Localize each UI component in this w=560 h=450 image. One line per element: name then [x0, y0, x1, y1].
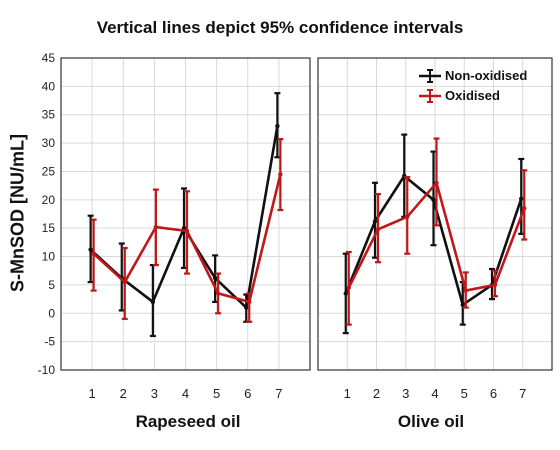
legend: Non-oxidised Oxidised	[419, 66, 527, 106]
x-tick-label: 2	[373, 386, 380, 401]
x-tick-label: 4	[431, 386, 438, 401]
error-bar	[521, 169, 528, 241]
data-point	[492, 282, 498, 288]
data-point	[460, 302, 465, 307]
x-tick-label: 3	[402, 386, 409, 401]
x-tick-label: 5	[213, 386, 220, 401]
x-tick-label: 7	[275, 386, 282, 401]
legend-swatch-non-oxidised	[419, 69, 441, 83]
data-point	[247, 299, 252, 305]
y-tick-label: 15	[42, 221, 56, 235]
legend-item-oxidised: Oxidised	[419, 86, 527, 106]
data-point	[343, 291, 348, 296]
x-tick-label: 7	[519, 386, 526, 401]
y-tick-label: -5	[44, 335, 55, 349]
y-tick-label: 5	[48, 278, 55, 292]
y-tick-label: 45	[42, 51, 56, 65]
data-point	[153, 224, 159, 230]
data-point	[346, 285, 351, 290]
chart-title: Vertical lines depict 95% confidence int…	[96, 18, 464, 37]
x-tick-label: 1	[89, 386, 96, 401]
x-tick-label: 5	[461, 386, 468, 401]
legend-label-non-oxidised: Non-oxidised	[445, 68, 528, 83]
data-point	[375, 227, 381, 232]
y-tick-label: 0	[48, 306, 55, 320]
legend-item-non-oxidised: Non-oxidised	[419, 66, 527, 86]
legend-swatch-oxidised	[419, 89, 441, 103]
y-tick-label: 25	[42, 164, 56, 178]
y-tick-label: 30	[42, 136, 56, 150]
y-tick-label: 35	[42, 108, 56, 122]
data-point	[463, 288, 468, 293]
data-point	[275, 123, 280, 129]
x-tick-label: 1	[344, 386, 351, 401]
data-point	[150, 299, 156, 305]
data-point	[519, 196, 524, 201]
x-tick-label: 4	[182, 386, 189, 401]
data-point	[431, 197, 436, 203]
x-axis-label-rapeseed: Rapeseed oil	[135, 412, 241, 431]
data-point	[278, 172, 283, 177]
x-tick-label: 2	[120, 386, 127, 401]
data-point	[434, 180, 439, 185]
x-tick-label: 6	[244, 386, 251, 401]
data-point	[372, 219, 378, 224]
x-tick-label: 3	[151, 386, 158, 401]
legend-label-oxidised: Oxidised	[445, 88, 500, 103]
plot-frame	[60, 57, 311, 371]
x-axis-label-olive: Olive oil	[397, 412, 465, 431]
y-tick-label: 40	[42, 79, 56, 93]
data-point	[212, 275, 218, 281]
plot-frame	[317, 57, 553, 371]
y-tick-label: 10	[42, 250, 56, 264]
error-bar	[246, 292, 253, 323]
x-tick-label: 6	[490, 386, 497, 401]
data-point	[405, 214, 410, 220]
y-tick-label: -10	[38, 363, 56, 377]
data-point	[184, 228, 190, 234]
data-point	[522, 206, 527, 211]
y-axis-label: S-MnSOD [NU/mL]	[7, 134, 28, 292]
data-point	[88, 247, 93, 252]
data-point	[244, 305, 249, 310]
data-point	[215, 291, 221, 296]
data-point	[122, 279, 127, 285]
y-tick-label: 20	[42, 193, 56, 207]
data-point	[91, 251, 96, 256]
chart-panel-2: 1 2 3 4 5 6 7	[317, 57, 553, 401]
chart-panel-1: 1 2 3 4 5 6 7	[60, 57, 311, 401]
